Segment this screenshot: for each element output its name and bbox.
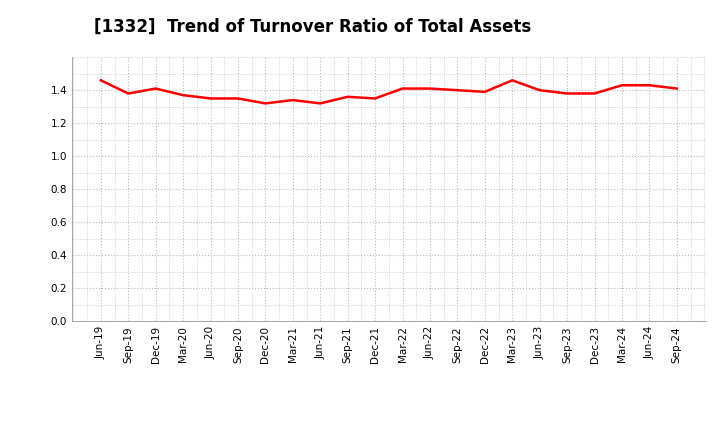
Text: [1332]  Trend of Turnover Ratio of Total Assets: [1332] Trend of Turnover Ratio of Total … <box>94 18 531 36</box>
